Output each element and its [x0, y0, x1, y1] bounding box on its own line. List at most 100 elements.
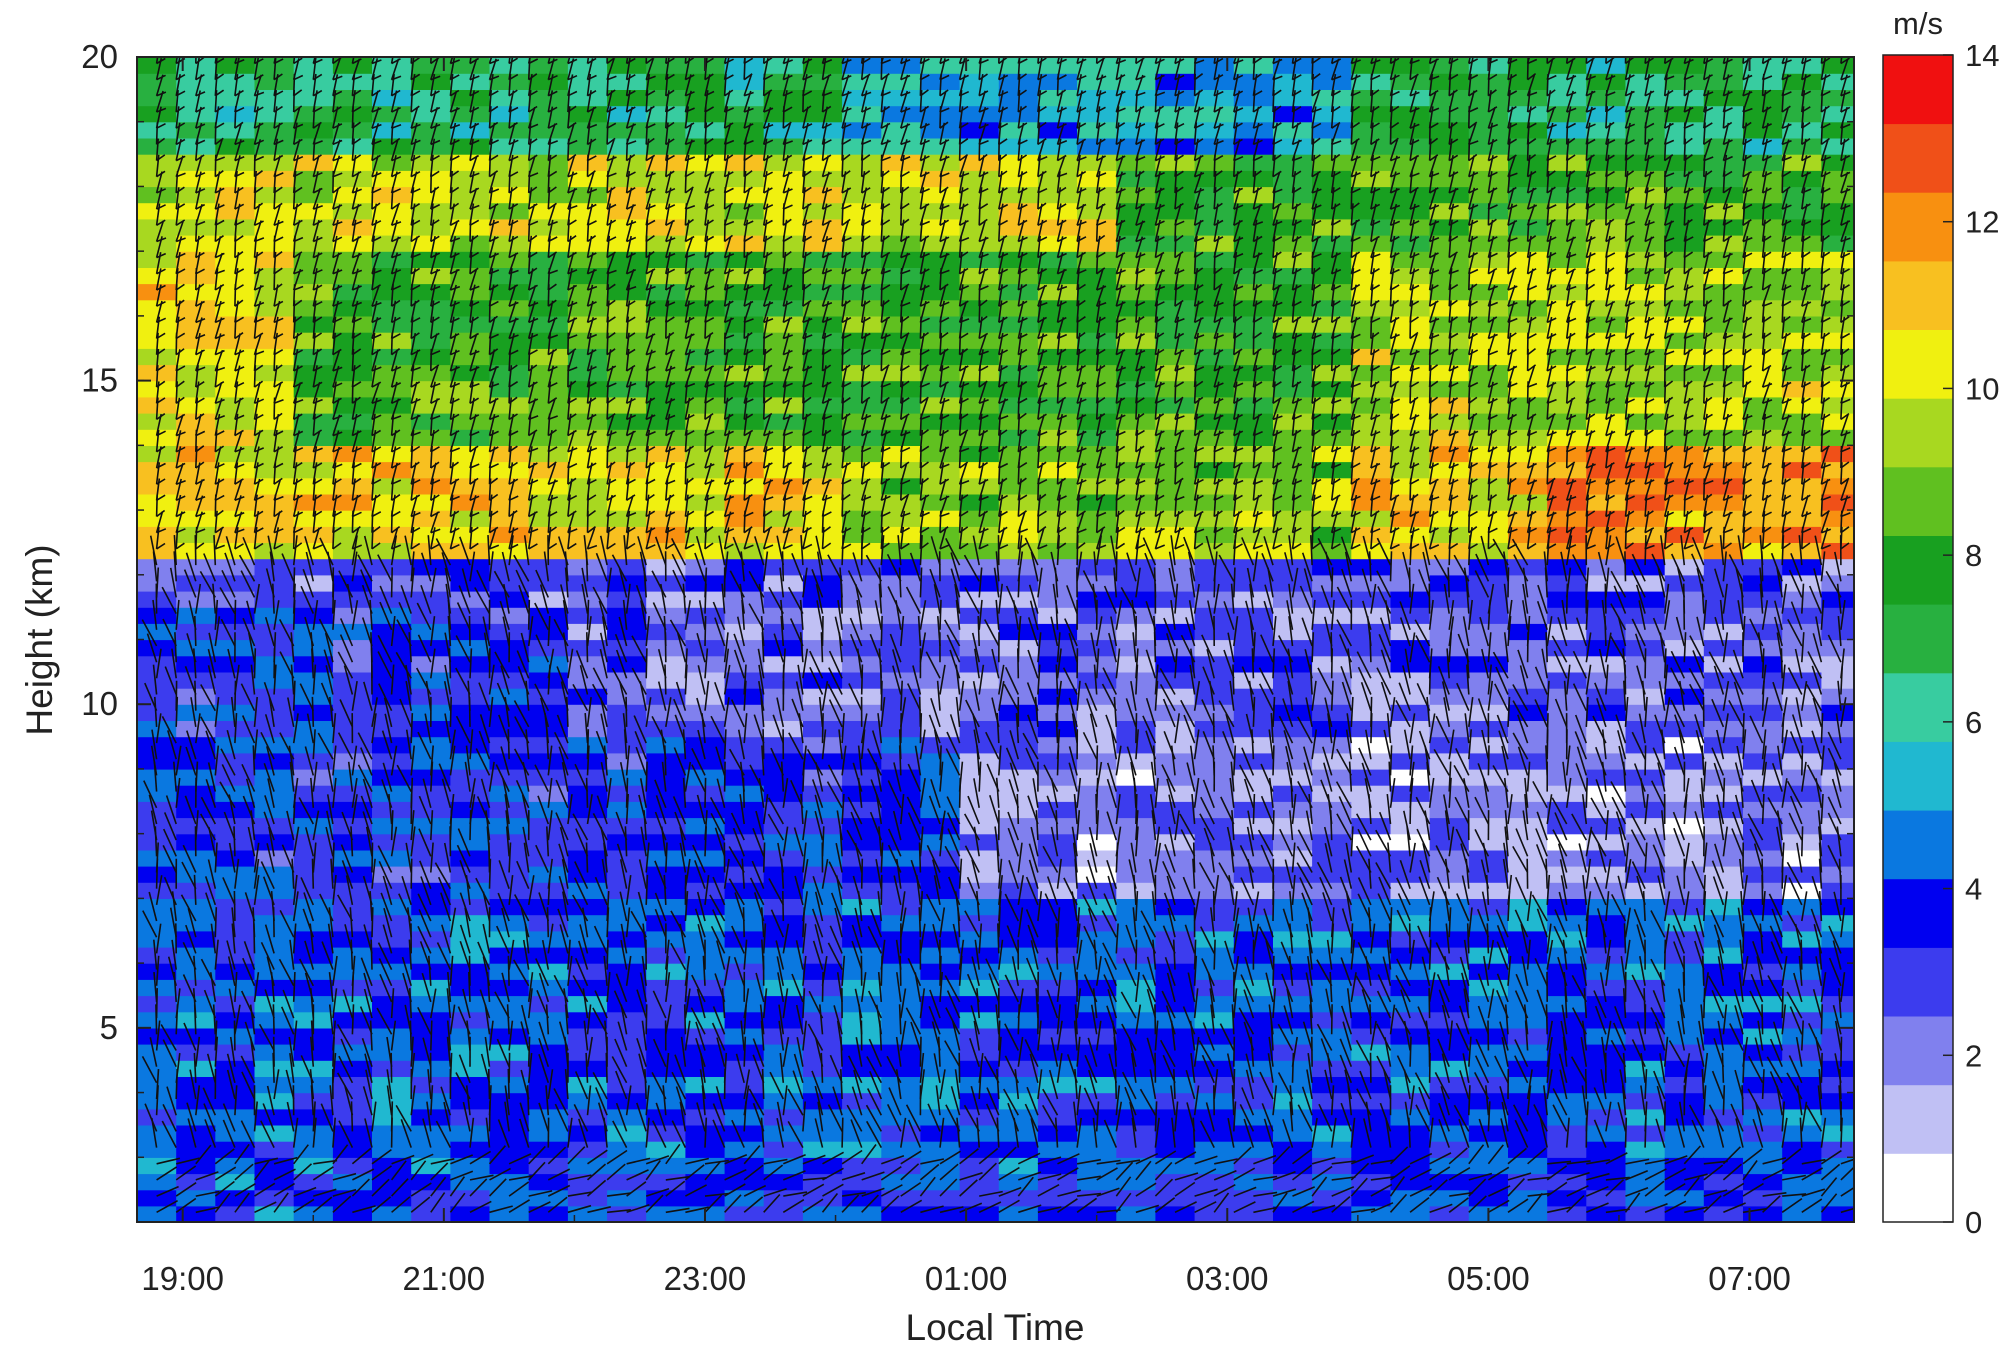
heatmap-cell: [1194, 1124, 1235, 1142]
heatmap-cell: [528, 461, 569, 479]
wind-barb: [272, 1004, 275, 1035]
heatmap-cell: [1155, 801, 1196, 819]
heatmap-cell: [293, 380, 334, 398]
heatmap-cell: [959, 1108, 1000, 1126]
heatmap-cell: [411, 218, 451, 236]
heatmap-cell: [450, 607, 491, 624]
heatmap-cell: [215, 89, 256, 107]
heatmap-cell: [372, 493, 412, 511]
heatmap-cell: [372, 105, 412, 123]
heatmap-cell: [176, 1157, 216, 1175]
heatmap-cell: [1390, 720, 1431, 738]
heatmap-cell: [254, 736, 295, 754]
heatmap-cell: [372, 736, 412, 754]
heatmap-cell: [411, 332, 451, 349]
heatmap-cell: [959, 866, 1000, 883]
heatmap-cell: [1155, 574, 1196, 592]
heatmap-cell: [1312, 736, 1352, 754]
heatmap-cell: [254, 849, 295, 867]
heatmap-cell: [1155, 639, 1196, 657]
heatmap-cell: [1547, 1108, 1587, 1126]
heatmap-cell: [607, 1173, 647, 1191]
heatmap-cell: [293, 946, 334, 964]
wind-barb: [292, 567, 296, 598]
heatmap-cell: [1468, 1076, 1509, 1094]
heatmap-cell: [1547, 639, 1587, 657]
heatmap-cell: [411, 510, 451, 527]
heatmap-cell: [332, 493, 373, 511]
heatmap-cell: [1233, 1189, 1274, 1207]
heatmap-cell: [137, 768, 177, 786]
heatmap-cell: [137, 57, 177, 74]
heatmap-cell: [1037, 1124, 1078, 1142]
heatmap-cell: [254, 833, 295, 851]
heatmap-cell: [372, 137, 412, 155]
wind-barb: [311, 696, 315, 727]
heatmap-cell: [254, 73, 295, 90]
heatmap-cell: [293, 202, 334, 220]
heatmap-cell: [1547, 283, 1587, 301]
heatmap-cell: [293, 768, 334, 786]
heatmap-cell: [1508, 1076, 1548, 1094]
heatmap-cell: [215, 946, 256, 964]
heatmap-cell: [1233, 1044, 1274, 1061]
heatmap-cell: [1821, 785, 1854, 802]
heatmap-cell: [802, 671, 843, 689]
heatmap-cell: [215, 121, 256, 139]
heatmap-cell: [293, 591, 334, 608]
heatmap-cell: [1390, 704, 1431, 721]
heatmap-cell: [254, 1205, 295, 1222]
heatmap-cell: [176, 607, 216, 624]
heatmap-cell: [137, 833, 177, 851]
heatmap-cell: [372, 946, 412, 964]
heatmap-cell: [372, 299, 412, 317]
heatmap-cell: [1273, 1205, 1313, 1222]
heatmap-cell: [489, 299, 530, 317]
heatmap-cell: [607, 1141, 647, 1158]
heatmap-cell: [489, 445, 530, 463]
heatmap-cell: [528, 817, 569, 835]
heatmap-cell: [254, 898, 295, 916]
heatmap-cell: [372, 380, 412, 398]
heatmap-cell: [332, 655, 373, 673]
heatmap-cell: [215, 704, 256, 721]
heatmap-cell: [293, 930, 334, 948]
heatmap-cell: [215, 736, 256, 754]
heatmap-cell: [528, 299, 569, 317]
heatmap-cell: [1077, 73, 1117, 90]
heatmap-cell: [450, 801, 491, 819]
heatmap-cell: [646, 364, 686, 382]
heatmap-cell: [489, 623, 530, 641]
heatmap-cell: [372, 218, 412, 236]
heatmap-cell: [842, 623, 882, 641]
heatmap-cell: [215, 202, 256, 220]
heatmap-cell: [1468, 591, 1509, 608]
heatmap-cell: [1155, 914, 1196, 932]
heatmap-cell: [489, 251, 530, 268]
heatmap-cell: [372, 801, 412, 819]
wind-barb: [430, 1020, 433, 1051]
heatmap-cell: [489, 218, 530, 236]
heatmap-cell: [293, 461, 334, 479]
heatmap-cell: [1233, 882, 1274, 899]
heatmap-cell: [763, 963, 804, 980]
heatmap-cell: [254, 413, 295, 430]
heatmap-cell: [1586, 704, 1627, 721]
heatmap-cell: [1155, 1060, 1196, 1077]
heatmap-cell: [959, 671, 1000, 689]
heatmap-cell: [528, 655, 569, 673]
heatmap-cell: [1429, 1060, 1470, 1077]
heatmap-cell: [1821, 768, 1854, 786]
heatmap-cell: [411, 752, 451, 770]
heatmap-cell: [450, 267, 491, 285]
heatmap-cell: [293, 574, 334, 592]
wind-barb: [448, 648, 452, 679]
heatmap-cell: [1703, 720, 1744, 738]
heatmap-cell: [1586, 1205, 1627, 1222]
heatmap-cell: [450, 170, 491, 188]
heatmap-cell: [293, 882, 334, 899]
heatmap-cell: [959, 736, 1000, 754]
heatmap-cell: [411, 1108, 451, 1126]
heatmap-cell: [293, 154, 334, 171]
heatmap-cell: [685, 720, 726, 738]
